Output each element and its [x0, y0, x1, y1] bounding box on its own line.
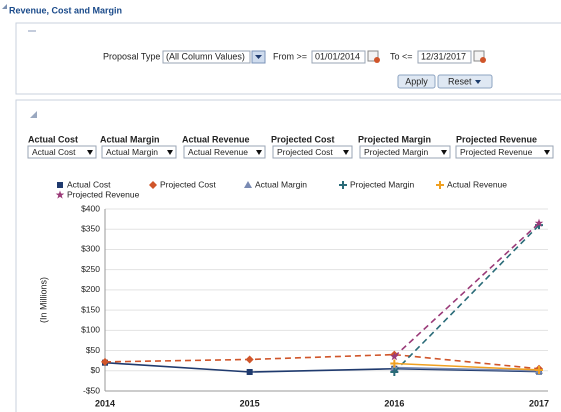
column-selector-value: Projected Revenue [460, 147, 533, 157]
column-selector-box[interactable] [101, 145, 177, 159]
column-selector-arrow [544, 150, 550, 155]
x-tick-label: 2017 [529, 398, 549, 408]
apply-button[interactable] [397, 74, 436, 89]
to-label: To <= [390, 51, 413, 61]
series-line [393, 222, 540, 358]
column-selector-label: Actual Margin [100, 134, 160, 144]
column-selector-value: Actual Margin [106, 147, 158, 157]
data-point [101, 357, 109, 366]
x-tick-label: 2015 [240, 398, 260, 408]
from-value: 01/01/2014 [315, 51, 360, 61]
x-tick-label: 2014 [95, 398, 115, 408]
column-selector-box[interactable] [455, 145, 554, 159]
data-point [390, 352, 399, 361]
legend-marker [55, 190, 65, 199]
panel-icon [30, 111, 37, 118]
legend-label: Projected Margin [350, 179, 415, 189]
column-selector-label: Projected Margin [358, 134, 431, 144]
x-tick-label: 2016 [384, 398, 404, 408]
data-point [390, 359, 399, 368]
legend-marker [436, 181, 444, 189]
legend-label: Projected Revenue [67, 189, 140, 199]
to-input[interactable] [417, 50, 472, 64]
y-tick-label: -$50 [83, 385, 100, 395]
column-selector-box[interactable] [272, 145, 353, 159]
legend-label: Actual Cost [67, 179, 111, 189]
reset-arrow [475, 80, 481, 84]
column-selector-label: Actual Revenue [182, 134, 250, 144]
data-point [535, 365, 543, 374]
column-selector-arrow [87, 150, 93, 155]
collapse-icon[interactable] [2, 4, 7, 9]
page-title: Revenue, Cost and Margin [9, 5, 122, 15]
series-line [104, 361, 540, 373]
column-selector-box[interactable] [27, 145, 97, 159]
y-tick-label: $50 [86, 345, 100, 355]
calendar-icon[interactable] [367, 50, 379, 62]
column-selector-value: Actual Revenue [188, 147, 248, 157]
proposal-type-value: (All Column Values) [166, 51, 245, 61]
column-selector-value: Actual Cost [32, 147, 76, 157]
legend-marker [339, 181, 347, 189]
data-point [390, 367, 399, 376]
from-label: From >= [273, 51, 307, 61]
column-selector-value: Projected Cost [277, 147, 333, 157]
reset-text: Reset [448, 76, 472, 86]
legend-marker [244, 181, 252, 188]
y-tick-label: $100 [81, 325, 100, 335]
legend-label: Projected Cost [160, 179, 216, 189]
y-tick-label: $300 [81, 244, 100, 254]
data-point [246, 368, 253, 375]
column-selector-arrow [167, 150, 173, 155]
column-selector-box[interactable] [359, 145, 451, 159]
column-selector-arrow [441, 150, 447, 155]
legend-label: Actual Margin [255, 179, 307, 189]
apply-text: Apply [405, 76, 428, 86]
series-line [393, 224, 540, 373]
calendar-icon[interactable] [473, 50, 485, 62]
from-input[interactable] [311, 50, 366, 64]
column-selector-label: Projected Cost [271, 134, 335, 144]
legend-label: Actual Revenue [447, 179, 507, 189]
legend-marker [149, 181, 157, 189]
y-tick-label: $250 [81, 264, 100, 274]
column-selector-arrow [256, 150, 262, 155]
proposal-type-select[interactable] [162, 50, 251, 64]
series-line [394, 366, 540, 372]
y-tick-label: $0 [91, 365, 101, 375]
data-point [534, 218, 544, 227]
column-selector-label: Projected Revenue [456, 134, 537, 144]
series-line [104, 353, 540, 370]
proposal-type-label: Proposal Type [103, 51, 160, 61]
column-selector-arrow [343, 150, 349, 155]
y-tick-label: $400 [81, 203, 100, 213]
series-line [394, 362, 540, 371]
y-axis-title: (In Millions) [38, 277, 48, 323]
dropdown-arrow [255, 55, 262, 59]
y-tick-label: $200 [81, 284, 100, 294]
legend-marker [57, 182, 63, 188]
reset-button[interactable] [437, 74, 493, 89]
y-tick-label: $150 [81, 304, 100, 314]
data-point [245, 355, 254, 364]
calendar-icon-badge [480, 57, 486, 63]
column-selector-label: Actual Cost [28, 134, 78, 144]
calendar-icon-badge [374, 57, 380, 63]
chart-layer: Actual Cost Actual Cost Actual Margin Actua… [27, 134, 554, 408]
column-selector-box[interactable] [183, 145, 266, 159]
y-tick-label: $350 [81, 223, 100, 233]
column-selector-value: Projected Margin [364, 147, 429, 157]
to-value: 12/31/2017 [421, 51, 466, 61]
